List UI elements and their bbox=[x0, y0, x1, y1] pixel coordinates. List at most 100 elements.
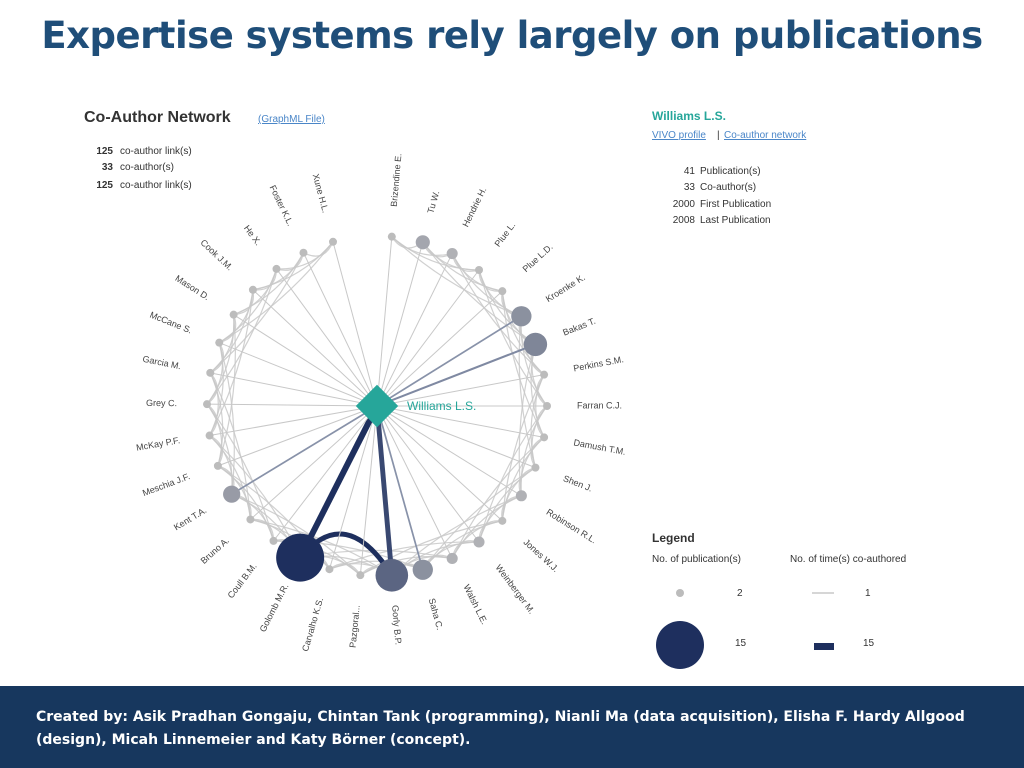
author-label: McKay P.F. bbox=[135, 435, 180, 453]
legend-coauth-min: 1 bbox=[865, 588, 871, 599]
author-node[interactable] bbox=[515, 490, 527, 502]
author-node[interactable] bbox=[246, 515, 255, 524]
coauthor-arc bbox=[422, 241, 536, 345]
author-node[interactable] bbox=[446, 552, 458, 565]
profile-stat-label: Last Publication bbox=[700, 215, 771, 226]
author-node[interactable] bbox=[213, 461, 222, 470]
coauthor-arc bbox=[501, 436, 545, 521]
author-label: Cook J.M. bbox=[198, 237, 234, 272]
legend-pub-min: 2 bbox=[737, 588, 743, 599]
author-label: Carvalho K.S. bbox=[300, 596, 325, 652]
author-node[interactable] bbox=[412, 559, 433, 580]
coauthor-arc bbox=[206, 403, 233, 495]
center-edge bbox=[297, 404, 380, 559]
author-label: Jones W.J. bbox=[521, 537, 560, 574]
author-node[interactable] bbox=[299, 248, 308, 257]
center-edge bbox=[207, 403, 378, 407]
center-edge bbox=[376, 315, 522, 407]
author-label: Meschia J.F. bbox=[141, 471, 191, 498]
author-node[interactable] bbox=[325, 565, 334, 574]
coauthor-arc bbox=[218, 268, 278, 344]
vivo-profile-link[interactable]: VIVO profile bbox=[652, 130, 706, 141]
link-separator: | bbox=[717, 130, 720, 141]
author-label: Grey C. bbox=[146, 398, 177, 408]
author-node[interactable] bbox=[540, 433, 549, 442]
center-edge bbox=[328, 405, 378, 570]
center-edge bbox=[374, 405, 395, 576]
coauthor-arc bbox=[478, 405, 548, 543]
network-stat-label: co-author(s) bbox=[120, 162, 174, 173]
author-node[interactable] bbox=[215, 338, 224, 347]
profile-stat-value: 33 bbox=[684, 182, 696, 193]
author-label: Golomb M.R. bbox=[258, 582, 291, 634]
author-node[interactable] bbox=[206, 368, 215, 377]
network-stat-value: 125 bbox=[96, 180, 113, 191]
author-node[interactable] bbox=[356, 571, 365, 580]
coauthor-arc bbox=[218, 241, 334, 344]
center-author-node[interactable] bbox=[355, 384, 399, 428]
author-label: Bruno A. bbox=[199, 535, 231, 565]
center-edge bbox=[376, 405, 424, 570]
legend-title: Legend bbox=[652, 531, 695, 545]
center-edge bbox=[332, 241, 378, 407]
center-edge bbox=[276, 268, 378, 407]
profile-stat-value: 41 bbox=[684, 166, 696, 177]
center-edge bbox=[252, 289, 378, 407]
author-node[interactable] bbox=[203, 400, 212, 409]
coauthor-arc bbox=[252, 241, 334, 291]
author-node[interactable] bbox=[223, 485, 241, 503]
author-node[interactable] bbox=[205, 431, 214, 440]
author-node[interactable] bbox=[272, 264, 281, 273]
author-node[interactable] bbox=[269, 536, 278, 545]
center-edge bbox=[376, 290, 503, 407]
network-stat-label: co-author link(s) bbox=[120, 146, 192, 157]
slide-title: Expertise systems rely largely on public… bbox=[41, 14, 983, 57]
network-stat-value: 125 bbox=[96, 146, 113, 157]
co-author-network-figure: Co-Author Network (GraphML File) 125 co-… bbox=[70, 96, 950, 676]
center-edge bbox=[376, 405, 480, 543]
author-node[interactable] bbox=[446, 247, 458, 260]
author-label: McCane S. bbox=[148, 310, 193, 336]
coauthor-arc bbox=[391, 236, 522, 317]
center-edge bbox=[359, 405, 378, 576]
author-node[interactable] bbox=[531, 463, 540, 472]
author-node[interactable] bbox=[511, 306, 532, 327]
author-node[interactable] bbox=[387, 232, 396, 241]
author-node[interactable] bbox=[329, 237, 338, 246]
coauthor-arc bbox=[206, 268, 278, 405]
author-node[interactable] bbox=[498, 516, 507, 525]
legend-pub-max: 15 bbox=[735, 638, 747, 649]
author-node[interactable] bbox=[540, 370, 549, 379]
profile-stat-label: Co-author(s) bbox=[700, 182, 756, 193]
author-node[interactable] bbox=[375, 559, 409, 592]
coauthor-arc bbox=[422, 520, 503, 571]
author-label: Weinberger M. bbox=[494, 563, 537, 616]
author-node[interactable] bbox=[276, 533, 325, 582]
graphml-file-link[interactable]: (GraphML File) bbox=[258, 114, 325, 125]
center-edge bbox=[303, 252, 378, 407]
author-node[interactable] bbox=[543, 402, 551, 410]
author-label: Brizendine E. bbox=[389, 153, 404, 207]
author-label: Pazgoral... bbox=[348, 604, 362, 648]
author-node[interactable] bbox=[415, 235, 430, 250]
author-node[interactable] bbox=[473, 536, 485, 548]
coauthor-arc bbox=[209, 252, 305, 374]
coauthor-network-link[interactable]: Co-author network bbox=[724, 130, 807, 141]
author-label: Shen J. bbox=[562, 473, 594, 493]
author-label: Coull B.M. bbox=[226, 561, 259, 600]
profile-stat-value: 2008 bbox=[673, 215, 696, 226]
coauthor-arc bbox=[478, 269, 536, 345]
author-label: Kroenke K. bbox=[544, 272, 587, 304]
author-label: Garcia M. bbox=[142, 354, 182, 371]
profile-stat-label: First Publication bbox=[700, 199, 771, 210]
author-node[interactable] bbox=[475, 266, 484, 275]
author-node[interactable] bbox=[248, 285, 257, 294]
author-node[interactable] bbox=[523, 332, 548, 357]
author-node[interactable] bbox=[498, 287, 507, 296]
author-node[interactable] bbox=[229, 310, 238, 319]
center-edge bbox=[231, 405, 378, 495]
center-edge bbox=[376, 343, 536, 407]
network-svg: Co-Author Network (GraphML File) 125 co-… bbox=[84, 109, 906, 669]
author-label: Foster K.L. bbox=[268, 184, 296, 228]
network-title: Co-Author Network bbox=[84, 109, 231, 126]
